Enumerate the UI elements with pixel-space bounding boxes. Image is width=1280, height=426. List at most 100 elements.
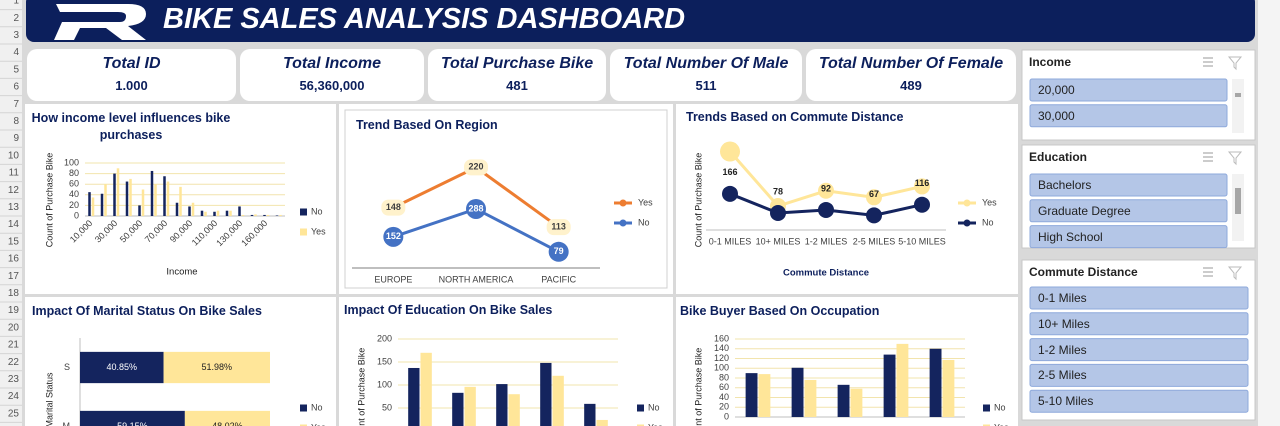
slicer-item[interactable] [1029,286,1249,310]
slicer-item-label[interactable]: 5-10 Miles [1038,394,1094,409]
bar [552,375,564,426]
header-title: BIKE SALES ANALYSIS DASHBOARD [163,3,686,35]
x-tick-label: 10+ MILES [756,236,801,246]
bar [138,205,141,216]
bar [241,214,245,216]
slicer-item[interactable] [1029,225,1228,249]
data-marker [546,219,571,236]
slicer-item-label[interactable]: 10+ Miles [1038,316,1090,331]
slicer-multiselect-icon [1203,57,1213,67]
y-axis-title: Marital Status [44,372,54,426]
bar [175,202,179,216]
legend-label: Yes [311,226,326,236]
slicer-scrollbar [1232,79,1244,133]
kpi-label: Total Purchase Bike [440,55,594,72]
slicer-item[interactable] [1029,363,1249,387]
bar [464,386,476,426]
slicer-item[interactable] [1029,173,1228,197]
legend-label: Yes [311,422,326,426]
slicer-item[interactable] [1029,389,1249,413]
row-number: 4 [13,47,19,58]
slicer-item-label[interactable]: 30,000 [1038,108,1075,123]
row-number: 3 [13,30,19,41]
slicer-item[interactable] [1029,312,1249,336]
kpi-card [240,49,424,101]
bar [238,206,241,216]
kpi-value: 1.000 [115,78,148,93]
header-band [26,0,1255,42]
data-label: 92 [821,183,831,193]
slicer-item-label[interactable]: 20,000 [1038,83,1075,97]
bar [166,181,170,216]
y-tick-label: 0 [74,210,79,220]
plot-frame [344,109,668,289]
slicer-title: Education [1029,150,1088,164]
data-marker [914,196,930,213]
row-number: 7 [13,99,19,110]
legend-label: No [994,402,1006,412]
data-label: 48.02% [212,421,243,426]
slicer-item[interactable] [1029,78,1228,102]
bar-segment [163,351,270,384]
bar [216,210,220,216]
legend-swatch [637,424,644,426]
data-label: 59.15% [117,421,148,426]
row-number: 22 [8,357,20,368]
legend-swatch [983,404,990,412]
slicer-item-label[interactable]: Bachelors [1038,178,1092,192]
row-number: 21 [8,340,20,351]
y-tick-label: 50 [382,402,392,412]
data-marker [464,159,488,176]
kpi-label: Total Number Of Male [623,55,789,72]
slicer-item[interactable] [1029,199,1228,223]
slicer-item-label[interactable]: 1-2 Miles [1038,342,1087,357]
y-tick-label: 40 [719,392,729,402]
bar [584,403,596,426]
kpi-card [27,49,236,101]
data-marker [466,198,486,219]
kpi-value: 511 [695,78,717,93]
bar [200,210,204,216]
slicer-item[interactable] [1029,338,1249,362]
legend-swatch [300,208,307,216]
chart-panel [339,104,673,294]
legend-marker [963,219,971,227]
bar [266,214,270,216]
bar [229,210,232,216]
kpi-label: Total ID [102,55,161,72]
chart-title: Impact Of Education On Bike Sales [344,303,553,317]
bar [113,173,116,216]
bar [104,184,107,216]
slicer-item-label[interactable]: 2-5 Miles [1038,368,1087,383]
y-tick-label: 60 [69,179,79,189]
row-number: 13 [8,202,20,213]
bar [275,215,279,216]
legend-label: Yes [982,197,997,207]
bar [745,373,758,417]
legend-label: Yes [994,422,1009,426]
row-number: 19 [8,305,20,316]
legend-marker [619,219,627,227]
slicer-item[interactable] [1029,104,1228,128]
bar [883,354,896,417]
data-label: 113 [551,222,566,232]
y-tick-label: 20 [719,402,729,412]
bar [204,211,207,216]
row-number: 2 [13,13,19,24]
x-tick-label: PACIFIC [541,274,576,284]
slicer-item-label[interactable]: Graduate Degree [1038,203,1131,218]
kpi-card [428,49,606,101]
y-tick-label: 120 [714,353,729,363]
y-axis-title: Count of Purchase Bike [44,153,54,248]
bar [150,170,154,216]
y-tick-label: 40 [69,189,79,199]
slicer-item-label[interactable]: High School [1038,229,1103,244]
row-number: 14 [8,219,20,230]
y-tick-label: 140 [714,343,729,353]
slicer-item-label[interactable]: 0-1 Miles [1038,291,1087,305]
y-tick-label: 200 [377,333,392,343]
data-marker [866,207,882,224]
row-number: 18 [8,288,20,299]
data-marker [818,201,834,218]
